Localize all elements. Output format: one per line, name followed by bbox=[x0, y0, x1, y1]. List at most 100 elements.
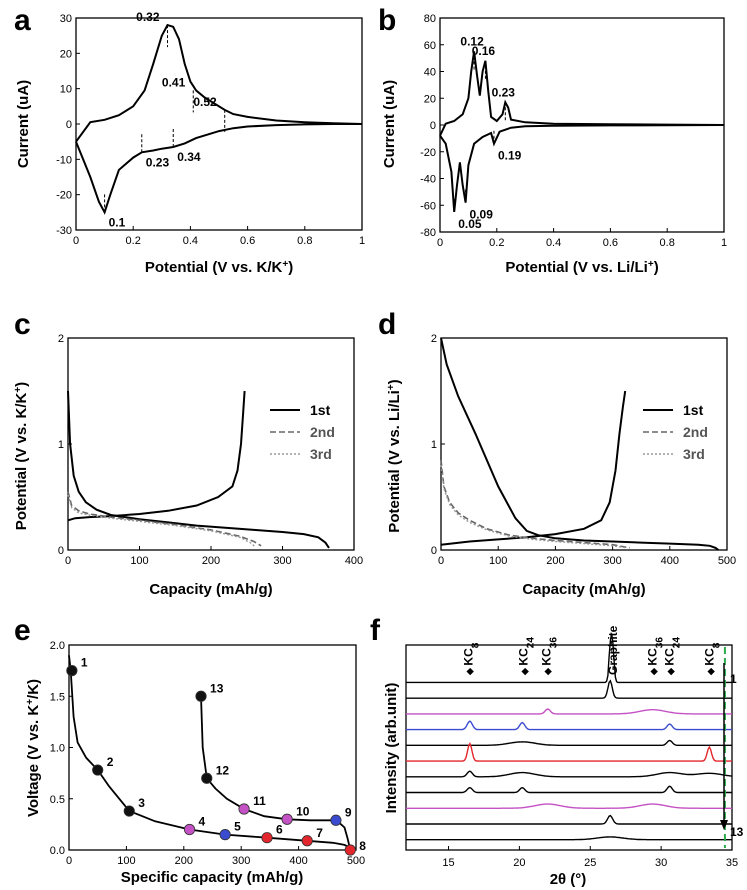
state-label: 4 bbox=[199, 815, 206, 829]
x-tick-label: 1 bbox=[359, 235, 365, 247]
trace-number-first: 1 bbox=[730, 672, 737, 686]
x-tick-label: 100 bbox=[489, 555, 507, 567]
y-tick-label: 0 bbox=[430, 120, 436, 132]
phase-label: ◆ KC24 bbox=[517, 637, 537, 676]
x-axis-title: 2θ (°) bbox=[550, 871, 587, 888]
xrd-trace bbox=[406, 679, 732, 699]
panel-f-label: f bbox=[370, 614, 381, 647]
panel-a-label: a bbox=[14, 4, 31, 37]
peak-label: 0.05 bbox=[458, 217, 482, 231]
x-tick-label: 300 bbox=[232, 855, 250, 867]
peak-label: 0.41 bbox=[162, 75, 186, 89]
xrd-trace bbox=[406, 739, 732, 746]
x-tick-label: 0 bbox=[73, 235, 79, 247]
y-tick-label: 10 bbox=[60, 84, 72, 96]
phase-label: ◆ KC8 bbox=[702, 642, 722, 676]
phase-label: ◆ KC36 bbox=[646, 637, 666, 676]
curve-1st-charge bbox=[440, 390, 627, 546]
sequence-arrowhead bbox=[720, 820, 728, 830]
panel-b-label: b bbox=[378, 4, 396, 37]
x-tick-label: 35 bbox=[726, 857, 738, 869]
peak-label: 0.34 bbox=[177, 150, 201, 164]
peak-label: 0.23 bbox=[492, 85, 516, 99]
phase-label: Graphite bbox=[606, 625, 620, 675]
x-tick-label: 400 bbox=[661, 555, 679, 567]
state-point bbox=[123, 805, 135, 817]
y-tick-label: 2.0 bbox=[50, 640, 65, 652]
y-tick-label: -30 bbox=[56, 225, 72, 237]
state-point bbox=[281, 813, 293, 825]
state-label: 13 bbox=[210, 681, 224, 695]
y-tick-label: -20 bbox=[56, 190, 72, 202]
phase-label: ◆ KC36 bbox=[539, 637, 559, 676]
x-tick-label: 20 bbox=[513, 857, 525, 869]
y-tick-label: 1 bbox=[431, 439, 437, 451]
y-tick-label: -20 bbox=[420, 147, 436, 159]
x-tick-label: 0.8 bbox=[297, 235, 312, 247]
y-tick-label: 80 bbox=[424, 13, 436, 25]
plot-frame bbox=[440, 337, 728, 551]
y-tick-label: 1.5 bbox=[50, 691, 65, 703]
curve-3rd bbox=[67, 494, 256, 548]
panel-d-label: d bbox=[378, 308, 396, 341]
state-point bbox=[195, 690, 207, 702]
y-tick-label: 20 bbox=[60, 48, 72, 60]
peak-label: 0.1 bbox=[109, 215, 126, 229]
x-tick-label: 1 bbox=[721, 237, 727, 249]
state-label: 1 bbox=[81, 656, 88, 670]
x-tick-label: 200 bbox=[175, 855, 193, 867]
state-point bbox=[219, 829, 231, 841]
state-label: 8 bbox=[359, 839, 366, 853]
state-label: 10 bbox=[296, 804, 310, 818]
peak-label: 0.09 bbox=[470, 208, 494, 222]
state-label: 5 bbox=[234, 820, 241, 834]
panel-b: b 0 0.2 0.4 0.6 0.8 1 -80 -60 -40 -20 0 20 40 60 80 0.1… bbox=[378, 4, 727, 276]
y-tick-label: -60 bbox=[420, 200, 436, 212]
panel-e-label: e bbox=[14, 614, 31, 647]
y-axis-title: Potential (V vs. K/K+) bbox=[13, 382, 31, 530]
x-tick-label: 400 bbox=[345, 555, 363, 567]
x-tick-label: 0 bbox=[65, 555, 71, 567]
x-tick-label: 0.6 bbox=[603, 237, 618, 249]
x-tick-label: 400 bbox=[289, 855, 307, 867]
y-tick-label: 60 bbox=[424, 40, 436, 52]
x-axis-title: Potential (V vs. K/K+) bbox=[145, 259, 293, 277]
legend-label: 3rd bbox=[683, 446, 705, 462]
state-point bbox=[238, 803, 250, 815]
y-tick-label: 0.0 bbox=[50, 845, 65, 857]
x-tick-label: 500 bbox=[347, 855, 365, 867]
xrd-trace bbox=[406, 785, 732, 794]
phase-label: ◆ KC24 bbox=[663, 637, 683, 676]
state-point bbox=[261, 832, 273, 844]
panel-c-label: c bbox=[14, 308, 31, 341]
xrd-trace bbox=[406, 770, 733, 778]
legend-label: 1st bbox=[310, 402, 331, 418]
state-point bbox=[183, 823, 196, 836]
x-tick-label: 0.6 bbox=[240, 235, 255, 247]
x-tick-label: 0.4 bbox=[546, 237, 561, 249]
y-tick-label: 0.5 bbox=[50, 794, 65, 806]
peak-label: 0.19 bbox=[498, 149, 522, 163]
x-tick-label: 100 bbox=[117, 855, 135, 867]
peak-label: 0.32 bbox=[136, 10, 160, 24]
curve-3rd bbox=[440, 465, 628, 549]
peak-label: 0.12 bbox=[460, 34, 484, 48]
state-point bbox=[201, 772, 213, 784]
trace-number-last: 13 bbox=[730, 825, 744, 839]
x-tick-label: 100 bbox=[130, 555, 148, 567]
state-label: 7 bbox=[316, 826, 323, 840]
state-label: 6 bbox=[276, 823, 283, 837]
curve-2nd bbox=[440, 459, 630, 549]
y-tick-label: 2 bbox=[431, 333, 437, 345]
x-tick-label: 15 bbox=[442, 857, 454, 869]
x-axis-title: Capacity (mAh/g) bbox=[522, 581, 645, 598]
y-axis-title: Current (uA) bbox=[381, 80, 398, 168]
state-label: 9 bbox=[345, 805, 352, 819]
x-tick-label: 0 bbox=[438, 555, 444, 567]
peak-label: 0.16 bbox=[472, 44, 496, 58]
peak-label: 0.52 bbox=[193, 95, 217, 109]
curve-2nd bbox=[67, 491, 262, 547]
state-label: 12 bbox=[216, 763, 230, 777]
